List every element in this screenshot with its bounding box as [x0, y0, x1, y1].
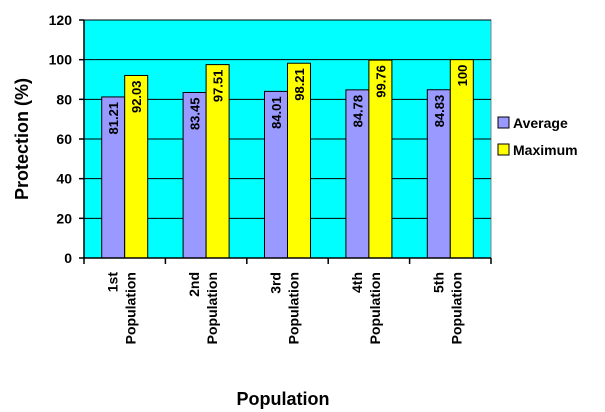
x-tick-label: 1st	[105, 272, 121, 293]
x-tick-label: 2nd	[186, 272, 202, 297]
x-axis-title: Population	[237, 389, 330, 409]
y-tick-label: 80	[56, 91, 72, 107]
y-tick-label: 20	[56, 210, 72, 226]
y-axis-title: Protection (%)	[12, 78, 32, 200]
y-tick-label: 100	[49, 52, 73, 68]
legend-label-average: Average	[513, 115, 568, 131]
y-tick-label: 0	[64, 250, 72, 266]
gridlines	[84, 19, 491, 219]
x-tick-labels: 1st Population 2nd Population 3rd Population 4…	[83, 258, 492, 344]
data-label: 99.76	[373, 65, 388, 98]
legend-label-maximum: Maximum	[513, 142, 578, 158]
data-label: 84.78	[350, 95, 365, 128]
data-label: 84.83	[432, 95, 447, 128]
bar-maximum	[449, 59, 474, 259]
y-tick-label: 60	[56, 131, 72, 147]
y-tick-labels: 0 20 40 60 80 100 120	[49, 12, 84, 266]
bars-group	[101, 59, 474, 259]
x-tick-label: Population	[204, 272, 220, 344]
legend-swatch-average	[497, 116, 510, 129]
data-label: 83.45	[188, 97, 203, 130]
x-tick-label: Population	[286, 272, 302, 344]
data-label: 81.21	[106, 102, 121, 135]
bar-labels-group: 81.21 92.03 83.45 97.51 84.01 98.21 84.78 99.76…	[106, 65, 470, 135]
data-label: 97.51	[211, 70, 226, 103]
x-tick-label: 4th	[349, 272, 365, 293]
x-tick-label: Population	[367, 272, 383, 344]
x-tick-label: Population	[123, 272, 139, 344]
x-tick-label: 5th	[430, 272, 446, 293]
data-label: 100	[455, 65, 470, 87]
legend: Average Maximum	[497, 115, 578, 158]
y-tick-label: 120	[49, 12, 73, 28]
legend-swatch-maximum	[497, 143, 510, 156]
data-label: 84.01	[269, 96, 284, 129]
data-label: 98.21	[292, 68, 307, 101]
x-tick-label: 3rd	[268, 272, 284, 294]
y-tick-label: 40	[56, 171, 72, 187]
data-label: 92.03	[129, 80, 144, 113]
x-tick-label: Population	[448, 272, 464, 344]
